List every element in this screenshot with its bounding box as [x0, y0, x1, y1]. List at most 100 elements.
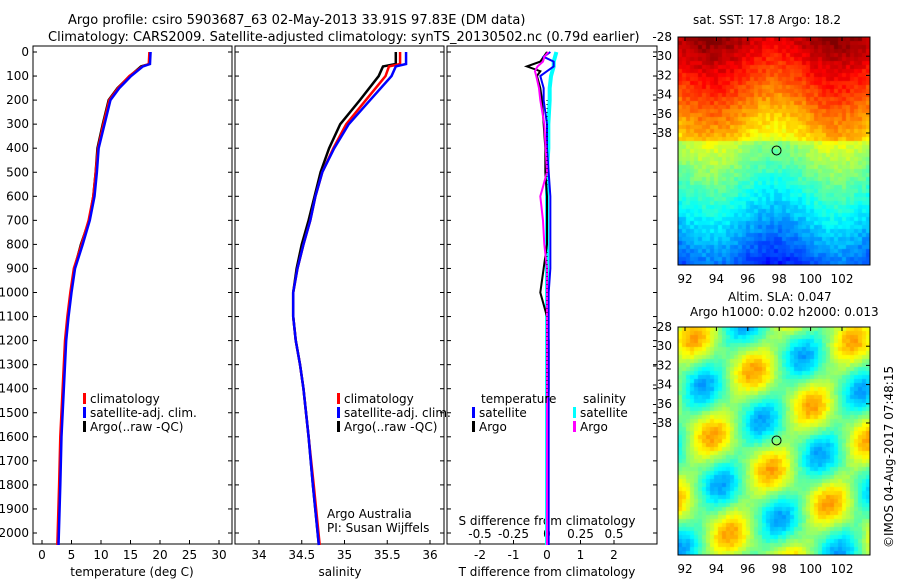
temperature-axis-tick-label: 5: [68, 548, 76, 562]
temperature-legend-swatch: [83, 393, 86, 404]
depth-tick-label: 1200: [0, 334, 29, 348]
map-lat-label: -32: [652, 68, 672, 82]
diff-legend-header-salinity: salinity: [583, 392, 626, 406]
salinity-line-1: [291, 52, 408, 546]
depth-tick-label: 1000: [0, 286, 29, 300]
temperature-axis-label: temperature (deg C): [70, 565, 193, 579]
diff-legend-tsat-swatch: [472, 407, 475, 418]
salinity-legend-swatch: [337, 421, 340, 432]
map-lat-label: -32: [652, 358, 672, 372]
temperature-legend-label: satellite-adj. clim.: [90, 406, 197, 420]
depth-tick-label: 1400: [0, 382, 29, 396]
map-lon-label: 102: [831, 272, 854, 286]
diff-legend-targo-swatch: [472, 421, 475, 432]
map-lon-label: 96: [740, 272, 755, 286]
tdiff-axis-tick-label: -1: [508, 548, 520, 562]
diff-legend-ssat-swatch: [573, 407, 576, 418]
salinity-legend-swatch: [337, 393, 340, 404]
depth-tick-label: 2000: [0, 526, 29, 540]
sdiff-tick-label: -0.25: [498, 527, 529, 541]
salinity-axis-label: salinity: [318, 565, 361, 579]
map-lon-label: 92: [677, 272, 692, 286]
map-lon-label: 96: [740, 562, 755, 576]
diff-legend-sargo-swatch: [573, 421, 576, 432]
map-lon-label: 100: [799, 272, 822, 286]
depth-tick-label: 800: [6, 237, 29, 251]
map-lat-label: -28: [652, 30, 672, 44]
temperature-axis-tick-label: 10: [93, 548, 108, 562]
plot-frame-2: [446, 45, 658, 545]
temperature-legend-label: climatology: [90, 392, 160, 406]
depth-tick-label: 1700: [0, 454, 29, 468]
sla-map-image: [678, 327, 870, 555]
depth-tick-label: 1100: [0, 310, 29, 324]
temperature-axis-tick-label: 25: [182, 548, 197, 562]
salinity-axis-tick-label: 35.5: [374, 548, 401, 562]
depth-tick-label: 400: [6, 141, 29, 155]
depth-tick-label: 300: [6, 117, 29, 131]
map-lat-label: -30: [652, 339, 672, 353]
temperature-axis-tick-label: 0: [38, 548, 46, 562]
map-lon-label: 94: [709, 562, 724, 576]
map-frame-3: [677, 36, 871, 266]
tdiff-axis-tick-label: -2: [474, 548, 486, 562]
map-frame-4: [677, 326, 871, 556]
tdiff-axis-tick-label: 0: [543, 548, 551, 562]
diff-legend-ssat-label: satellite: [580, 406, 628, 420]
depth-tick-label: 900: [6, 261, 29, 275]
depth-tick-label: 500: [6, 165, 29, 179]
diff-legend-header-temperature: temperature: [481, 392, 556, 406]
sla-map-title-2: Argo h1000: 0.02 h2000: 0.013: [690, 305, 879, 319]
map-lat-label: -38: [652, 126, 672, 140]
map-lat-label: -30: [652, 49, 672, 63]
depth-tick-label: 1300: [0, 358, 29, 372]
depth-tick-label: 700: [6, 213, 29, 227]
footer-timestamp: ©IMOS 04-Aug-2017 07:48:15: [882, 366, 896, 548]
depth-tick-label: 1600: [0, 430, 29, 444]
salinity-axis-tick-label: 36: [422, 548, 437, 562]
salinity-axis-tick-label: 34.5: [288, 548, 315, 562]
temperature-legend-swatch: [83, 421, 86, 432]
map-lon-label: 92: [677, 562, 692, 576]
temperature-line-1: [57, 51, 152, 546]
map-lon-label: 100: [799, 562, 822, 576]
depth-tick-label: 600: [6, 189, 29, 203]
tdiff-axis-label: T difference from climatology: [458, 565, 636, 579]
diff-legend-tsat-label: satellite: [479, 406, 527, 420]
annotation-line-1: Argo Australia: [327, 507, 412, 521]
diff-line-0: [539, 51, 555, 546]
tdiff-axis-tick-label: 1: [577, 548, 585, 562]
salinity-legend-label: climatology: [344, 392, 414, 406]
map-lon-label: 98: [772, 272, 787, 286]
plot-frame-0: [32, 45, 233, 545]
map-lat-label: -34: [652, 378, 672, 392]
sst-map-image: [678, 37, 870, 265]
sdiff-tick-label: 0.5: [604, 527, 623, 541]
map-lon-label: 98: [772, 562, 787, 576]
salinity-legend-label: Argo(..raw -QC): [344, 420, 437, 434]
depth-tick-label: 1800: [0, 478, 29, 492]
temperature-legend-label: Argo(..raw -QC): [90, 420, 183, 434]
depth-tick-label: 1500: [0, 406, 29, 420]
salinity-axis-tick-label: 35: [337, 548, 352, 562]
tdiff-axis-tick-label: 2: [610, 548, 618, 562]
title-line-2: Climatology: CARS2009. Satellite-adjuste…: [48, 30, 640, 45]
map-lon-label: 102: [831, 562, 854, 576]
sdiff-tick-label: -0.5: [468, 527, 491, 541]
depth-tick-label: 1900: [0, 502, 29, 516]
annotation-line-2: PI: Susan Wijffels: [327, 521, 429, 535]
sdiff-tick-label: 0.25: [567, 527, 594, 541]
temperature-axis-tick-label: 15: [123, 548, 138, 562]
salinity-axis-tick-label: 34: [251, 548, 266, 562]
salinity-legend-swatch: [337, 407, 340, 418]
plot-frame-1: [234, 45, 445, 545]
map-lat-label: -38: [652, 416, 672, 430]
map-lat-label: -36: [652, 397, 672, 411]
temperature-legend-swatch: [83, 407, 86, 418]
depth-tick-label: 100: [6, 69, 29, 83]
depth-tick-label: 200: [6, 93, 29, 107]
diff-legend-sargo-label: Argo: [580, 420, 608, 434]
depth-tick-label: 0: [21, 45, 29, 59]
